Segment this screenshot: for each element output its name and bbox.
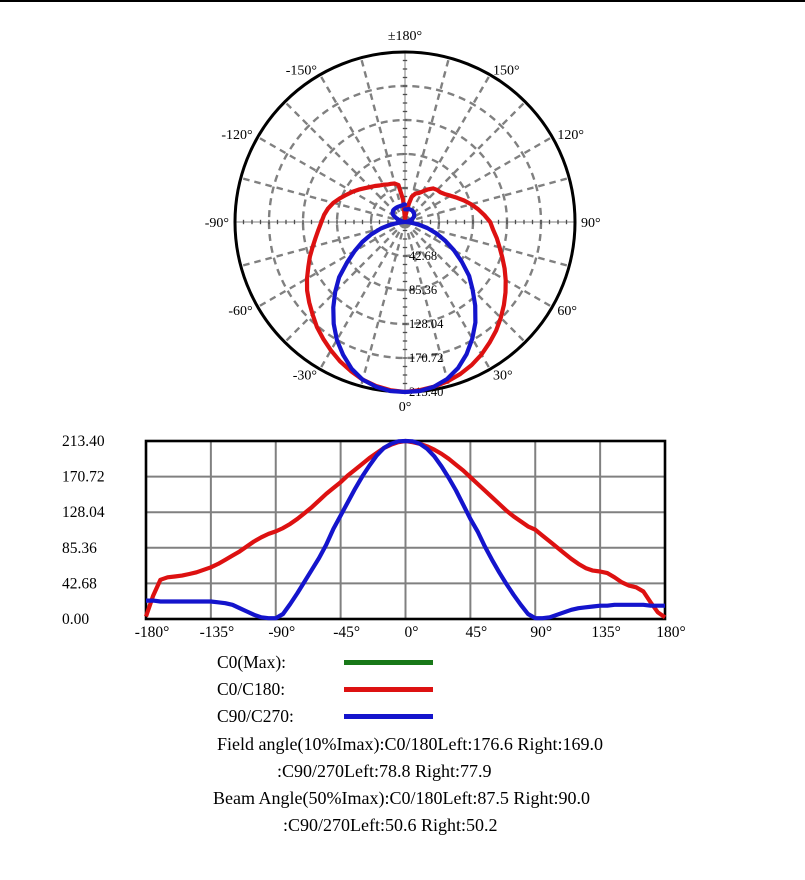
top-divider-line	[0, 0, 805, 2]
legend-swatch-red-line	[344, 687, 433, 692]
cartesian-y-tick-label: 213.40	[62, 433, 105, 450]
polar-grid-ray	[318, 221, 407, 370]
polar-angle-tick-label: 30°	[493, 368, 513, 383]
polar-grid-ray	[403, 74, 492, 223]
polar-curve-C90C270	[331, 202, 478, 395]
polar-grid-ray	[240, 176, 406, 224]
field-angle-c0-text: Field angle(10%Imax):C0/180Left:176.6 Ri…	[217, 734, 603, 754]
cartesian-x-tick-label: 135°	[591, 624, 620, 641]
polar-angle-tick-label: -30°	[293, 368, 317, 383]
cartesian-curve-C90C270	[146, 438, 665, 621]
cartesian-x-tick-label: 180°	[656, 624, 685, 641]
polar-grid-ray	[283, 221, 406, 344]
polar-angle-tick-label: 0°	[399, 400, 412, 415]
legend-label-c90c270: C90/C270:	[217, 706, 294, 726]
cartesian-x-tick-label: -90°	[268, 624, 295, 641]
cartesian-chart: -180° -135° -90° -45° 0° 45° 90° 135° 180° 213.40…	[62, 433, 686, 641]
polar-radial-tick-label: 42.68	[409, 249, 437, 263]
polar-angle-tick-label: ±180°	[388, 29, 422, 44]
polar-grid-ray	[404, 221, 527, 344]
polar-angle-tick-label: -120°	[221, 128, 252, 143]
cartesian-y-tick-label: 85.36	[62, 540, 97, 557]
legend-label-c0c180: C0/C180:	[217, 679, 286, 699]
legend-swatch-blue-line	[344, 714, 433, 719]
polar-grid-ray	[404, 220, 553, 309]
polar-grid-ray	[257, 135, 406, 224]
legend-row-c0c180: C0/C180:	[217, 679, 637, 701]
polar-angle-tick-label: 120°	[557, 128, 584, 143]
polar-angle-tick-label: 150°	[493, 64, 520, 79]
polar-grid-ray	[283, 100, 406, 223]
legend-row-c0max: C0(Max):	[217, 652, 637, 674]
legend-row-c90c270: C90/C270:	[217, 706, 637, 728]
beam-angle-c90-text: :C90/270Left:50.6 Right:50.2	[283, 815, 498, 835]
polar-grid-ray	[404, 135, 553, 224]
polar-radial-tick-label: 85.36	[409, 283, 437, 297]
polar-angle-tick-label: -150°	[286, 64, 317, 79]
cartesian-y-tick-label: 42.68	[62, 575, 97, 592]
cartesian-x-tick-label: 0°	[405, 624, 419, 641]
polar-angle-tick-label: 90°	[581, 216, 601, 231]
polar-grid-ray	[403, 221, 492, 370]
cartesian-x-tick-label: -135°	[200, 624, 235, 641]
beam-angle-c0-text: Beam Angle(50%Imax):C0/180Left:87.5 Righ…	[213, 788, 590, 808]
cartesian-x-tick-label: 45°	[466, 624, 488, 641]
polar-grid-ray	[404, 176, 570, 224]
polar-radial-tick-label: 128.04	[409, 317, 444, 331]
cartesian-x-tick-label: -45°	[333, 624, 360, 641]
field-angle-c90-text: :C90/270Left:78.8 Right:77.9	[277, 761, 492, 781]
polar-angle-tick-label: -60°	[228, 304, 252, 319]
polar-grid-ray	[318, 74, 407, 223]
polar-grid-ray	[404, 100, 527, 223]
cartesian-y-tick-label: 128.04	[62, 504, 105, 521]
polar-grid-ray	[359, 57, 407, 223]
cartesian-y-tick-label: 0.00	[62, 611, 89, 628]
cartesian-x-tick-label: -180°	[135, 624, 170, 641]
polar-angle-tick-label: 60°	[557, 304, 577, 319]
polar-grid-ray	[359, 221, 407, 387]
cartesian-y-tick-label: 170.72	[62, 469, 105, 486]
polar-grid-ray	[403, 221, 451, 387]
polar-grid-ray	[257, 220, 406, 309]
polar-angle-tick-label: -90°	[205, 216, 229, 231]
polar-radial-tick-label: 170.72	[409, 351, 443, 365]
legend-swatch-green-line	[344, 660, 433, 665]
legend-label-c0max: C0(Max):	[217, 652, 287, 672]
cartesian-x-tick-label: 90°	[530, 624, 552, 641]
